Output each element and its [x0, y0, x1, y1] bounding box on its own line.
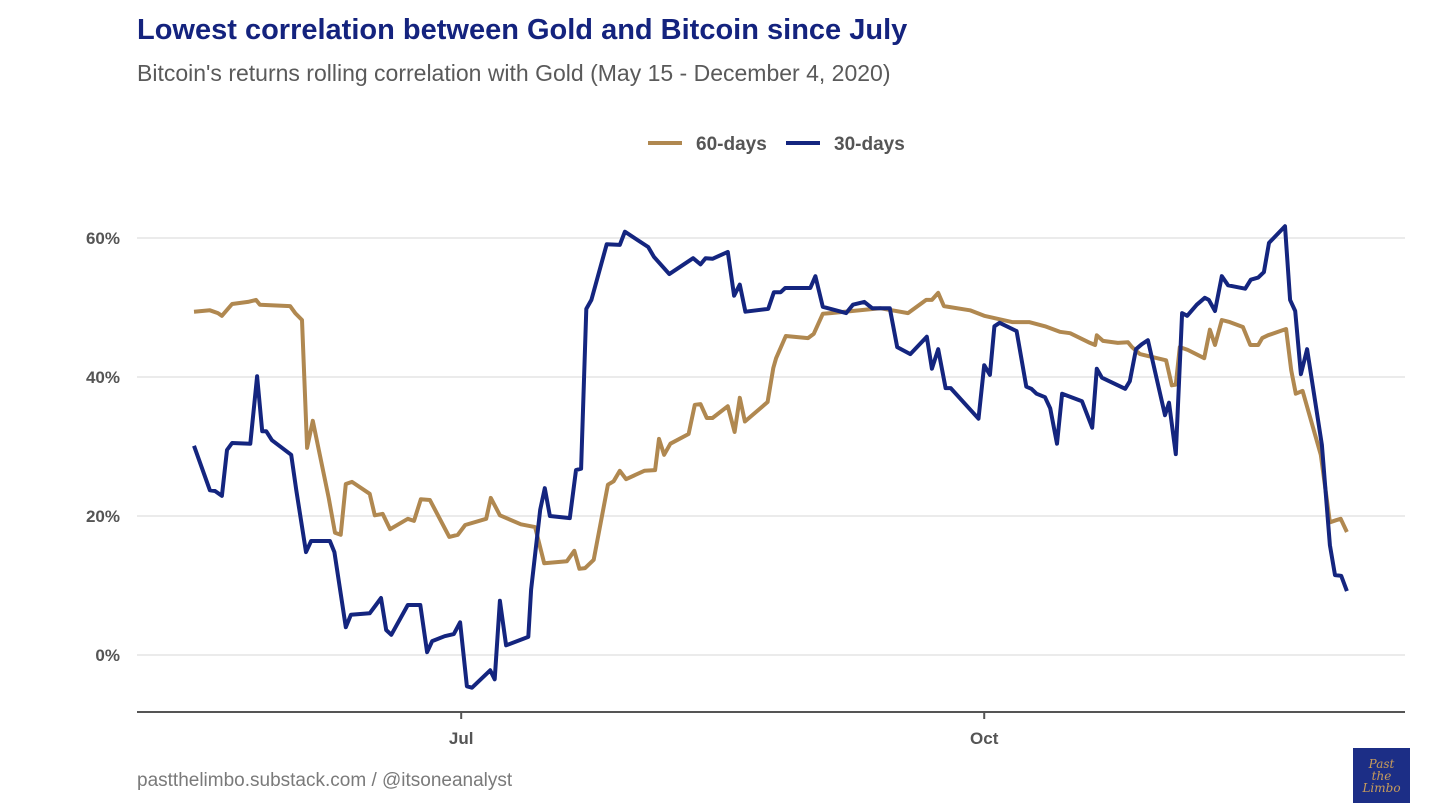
series-line-30-days — [192, 224, 1349, 690]
series-line-60-days — [193, 290, 1349, 571]
chart-title: Lowest correlation between Gold and Bitc… — [137, 14, 908, 46]
x-axis-labels: Jul Oct — [449, 712, 999, 748]
y-axis-labels: 0% 20% 40% 60% — [86, 229, 120, 665]
x-tick-label: Jul — [449, 729, 474, 748]
y-tick-label: 0% — [95, 646, 120, 665]
y-tick-label: 60% — [86, 229, 120, 248]
y-tick-label: 20% — [86, 507, 120, 526]
brand-logo: Past the Limbo — [1353, 748, 1410, 803]
legend-label: 30-days — [834, 134, 905, 155]
logo-text-3: Limbo — [1362, 780, 1401, 795]
y-tick-label: 40% — [86, 368, 120, 387]
chart-subtitle: Bitcoin's returns rolling correlation wi… — [137, 60, 891, 86]
legend-label: 60-days — [696, 134, 767, 155]
logo-text-2: the — [1371, 768, 1392, 783]
legend: 60-days 30-days — [648, 134, 905, 155]
logo-text-1: Past — [1368, 756, 1395, 771]
series-lines — [192, 224, 1349, 690]
source-credit: pastthelimbo.substack.com / @itsoneanaly… — [137, 770, 513, 791]
x-tick-label: Oct — [970, 729, 999, 748]
